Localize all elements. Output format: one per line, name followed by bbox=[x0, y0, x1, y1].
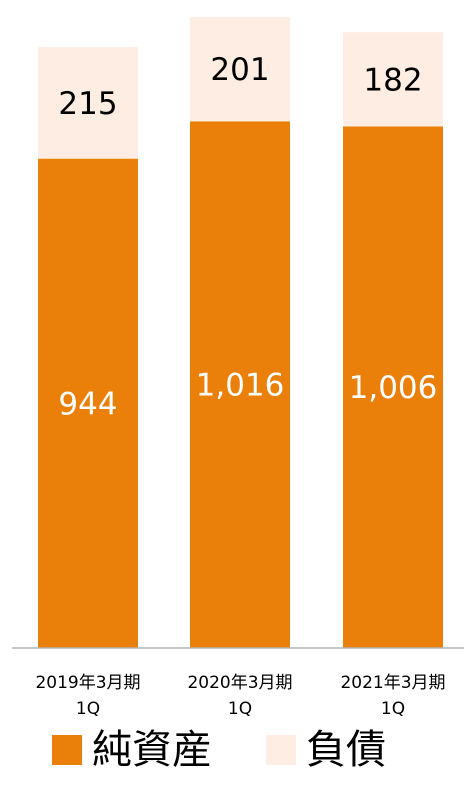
bar-net-assets-1 bbox=[190, 121, 290, 648]
legend-label-liabilities: 負債 bbox=[306, 727, 386, 773]
data-label-net-assets-2: 1,006 bbox=[349, 370, 438, 406]
data-label-liabilities-2: 182 bbox=[363, 62, 422, 98]
bar-net-assets-2 bbox=[343, 126, 443, 648]
bar-liabilities-2 bbox=[343, 32, 443, 127]
legend-item-net-assets: 純資産 bbox=[52, 728, 212, 772]
x-tick-label-0-line-1: 1Q bbox=[76, 699, 100, 719]
legend-label-net-assets: 純資産 bbox=[92, 727, 212, 773]
bar-net-assets-0 bbox=[38, 158, 138, 648]
legend-swatch-net-assets bbox=[52, 735, 82, 765]
x-tick-label-2-line-1: 1Q bbox=[381, 699, 405, 719]
chart-legend: 純資産 負債 bbox=[0, 720, 464, 780]
x-tick-label-1-line-1: 1Q bbox=[228, 699, 252, 719]
legend-item-liabilities: 負債 bbox=[266, 728, 386, 772]
data-label-net-assets-0: 944 bbox=[58, 386, 117, 422]
x-tick-label-2-line-0: 2021年3月期 bbox=[340, 673, 445, 693]
data-label-liabilities-0: 215 bbox=[58, 86, 117, 122]
bar-liabilities-0 bbox=[38, 47, 138, 159]
stacked-bar-chart: 944 215 2019年3月期 1Q 1,016 201 2020年3月期 1Q 1,006 1… bbox=[12, 17, 464, 719]
bar-liabilities-1 bbox=[190, 17, 290, 122]
data-label-liabilities-1: 201 bbox=[210, 52, 269, 88]
data-label-net-assets-1: 1,016 bbox=[196, 368, 285, 404]
x-tick-label-0-line-0: 2019年3月期 bbox=[35, 673, 140, 693]
legend-swatch-liabilities bbox=[266, 735, 296, 765]
x-tick-label-1-line-0: 2020年3月期 bbox=[187, 673, 292, 693]
